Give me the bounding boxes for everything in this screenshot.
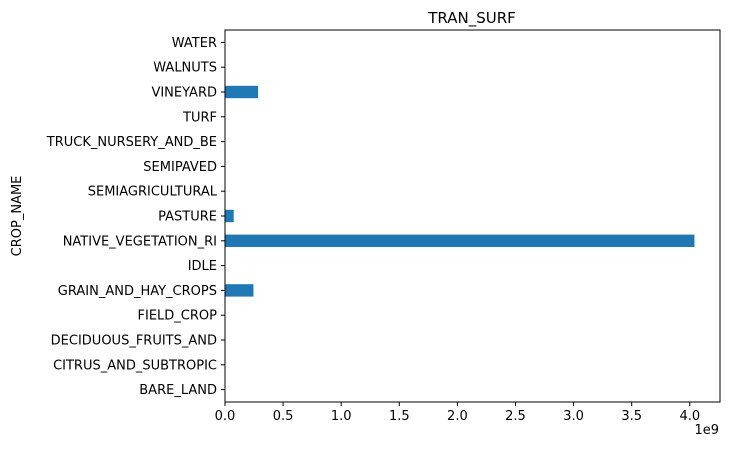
x-tick-label: 3.0 <box>563 409 584 424</box>
x-tick-label: 3.5 <box>621 409 642 424</box>
bar-vineyard <box>225 85 259 99</box>
y-tick-label: SEMIPAVED <box>143 160 217 175</box>
x-tick-label: 1.5 <box>389 409 410 424</box>
bars-group <box>225 85 695 297</box>
x-ticks-group: 0.0 0.5 1.0 1.5 2.0 2.5 3.0 3.5 4.0 <box>215 402 700 424</box>
y-tick-label: WATER <box>172 36 217 51</box>
y-tick-label: IDLE <box>188 259 217 274</box>
bar-native-vegetation-ri <box>225 234 695 247</box>
x-tick-label: 1.0 <box>331 409 352 424</box>
plot-frame <box>224 29 721 403</box>
y-tick-label: GRAIN_AND_HAY_CROPS <box>58 284 217 299</box>
y-tick-label: VINEYARD <box>151 86 217 101</box>
y-tick-label: FIELD_CROP <box>138 309 218 324</box>
bar-grain-and-hay-crops <box>225 284 254 297</box>
x-tick-label: 0.5 <box>273 409 294 424</box>
y-tick-label: TURF <box>182 110 217 125</box>
bar-pasture <box>225 209 234 223</box>
y-tick-label: PASTURE <box>158 210 217 225</box>
y-ticks-group: BARE_LAND CITRUS_AND_SUBTROPIC DECIDUOUS_F… <box>46 36 225 398</box>
y-tick-label: SEMIAGRICULTURAL <box>88 185 218 200</box>
x-tick-label: 4.0 <box>679 409 700 424</box>
y-tick-label: CITRUS_AND_SUBTROPIC <box>53 358 217 373</box>
x-tick-label: 2.5 <box>505 409 526 424</box>
chart-title: TRAN_SURF <box>427 9 516 28</box>
x-tick-label: 2.0 <box>447 409 468 424</box>
y-tick-label: NATIVE_VEGETATION_RI <box>63 234 217 249</box>
y-tick-label: DECIDUOUS_FRUITS_AND <box>51 334 217 349</box>
x-tick-label: 0.0 <box>215 409 236 424</box>
x-axis-offset-label: 1e9 <box>694 423 719 438</box>
y-axis-label: CROP_NAME <box>10 176 25 257</box>
y-tick-label: WALNUTS <box>153 61 217 76</box>
y-tick-label: BARE_LAND <box>139 383 217 398</box>
y-tick-label: TRUCK_NURSERY_AND_BE <box>46 135 217 150</box>
